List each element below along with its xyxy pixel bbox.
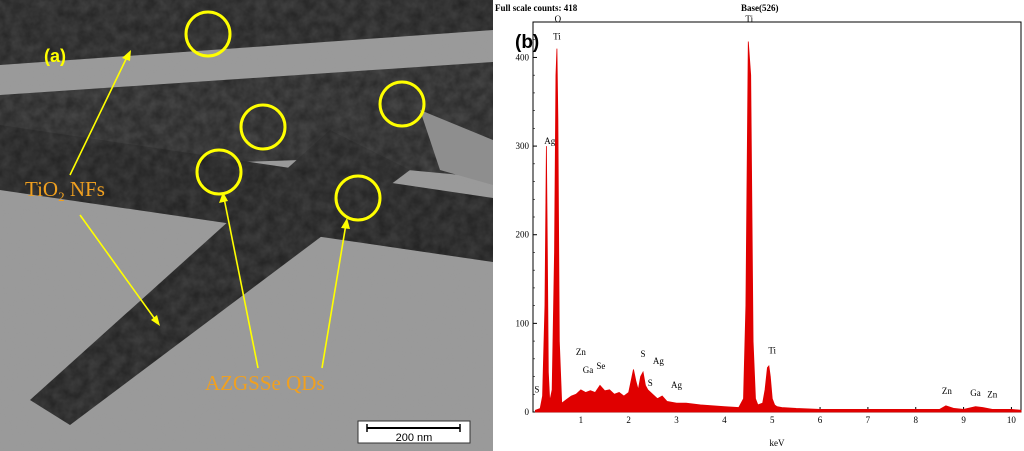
peak-label: Ag [544,136,555,146]
peak-label: Zn [942,386,952,396]
y-tick-label: 400 [516,52,530,62]
scale-bar: 200 nm [357,420,471,444]
full-scale-counts: Full scale counts: 418 [495,3,578,13]
x-tick-label: 1 [579,415,584,425]
edx-spectrum-panel: Full scale counts: 418 Base(526) (b) 0 10… [493,0,1024,451]
peak-label: Ga [583,365,594,375]
y-tick-label: 200 [516,230,530,240]
peak-label: S [534,384,539,394]
tio2-nfs-label: TiO2 NFs [25,177,105,204]
tem-image-panel: (a) TiO2 NFs AZGSSe QDs 200 nm [0,0,493,451]
nanofibers [0,0,493,425]
peak-label: Zn [576,347,586,357]
highlight-circle [195,148,243,196]
peak-label: Ti [745,14,753,24]
edx-chart: Full scale counts: 418 Base(526) (b) 010… [495,3,1022,448]
x-tick-label: 3 [674,415,679,425]
peak-label: O [555,14,562,24]
peak-label: S [641,349,646,359]
y-tick-label: 0 [525,407,530,417]
plot-frame [532,21,1022,413]
highlight-circle [334,174,382,222]
spectrum-series [534,41,1022,413]
y-tick-label: 100 [516,318,530,328]
peak-label: Ti [553,32,561,42]
peak-label: Ti [768,345,776,355]
x-tick-label: 6 [818,415,823,425]
x-tick-label: 4 [722,415,727,425]
scale-bar-label: 200 nm [396,432,433,444]
highlight-circle [239,103,287,151]
y-axis: 0 100 200 300 400 [516,21,537,417]
panel-b-tag: (b) [515,32,539,53]
x-tick-label: 7 [866,415,871,425]
highlight-circle [184,10,232,58]
tem-micrograph: (a) TiO2 NFs AZGSSe QDs 200 nm [0,0,493,451]
peak-label: Ag [671,380,682,390]
peak-label: Se [596,361,605,371]
peak-label: Ga [970,388,981,398]
base-label: Base(526) [741,3,779,13]
peak-label: S [648,378,653,388]
peak-label: Ag [653,356,664,366]
highlight-circle [378,80,426,128]
x-tick-label: 10 [1007,415,1017,425]
quantum-dot-circles [184,10,426,222]
azgsse-qds-label: AZGSSe QDs [205,371,325,395]
panel-a-tag: (a) [44,46,66,66]
x-axis-label: keV [770,438,785,448]
x-tick-label: 9 [961,415,966,425]
y-tick-label: 300 [516,141,530,151]
x-tick-label: 2 [626,415,631,425]
annotation-arrows [69,50,350,369]
x-tick-label: 5 [770,415,775,425]
peak-label: Zn [987,390,997,400]
x-tick-label: 8 [913,415,918,425]
